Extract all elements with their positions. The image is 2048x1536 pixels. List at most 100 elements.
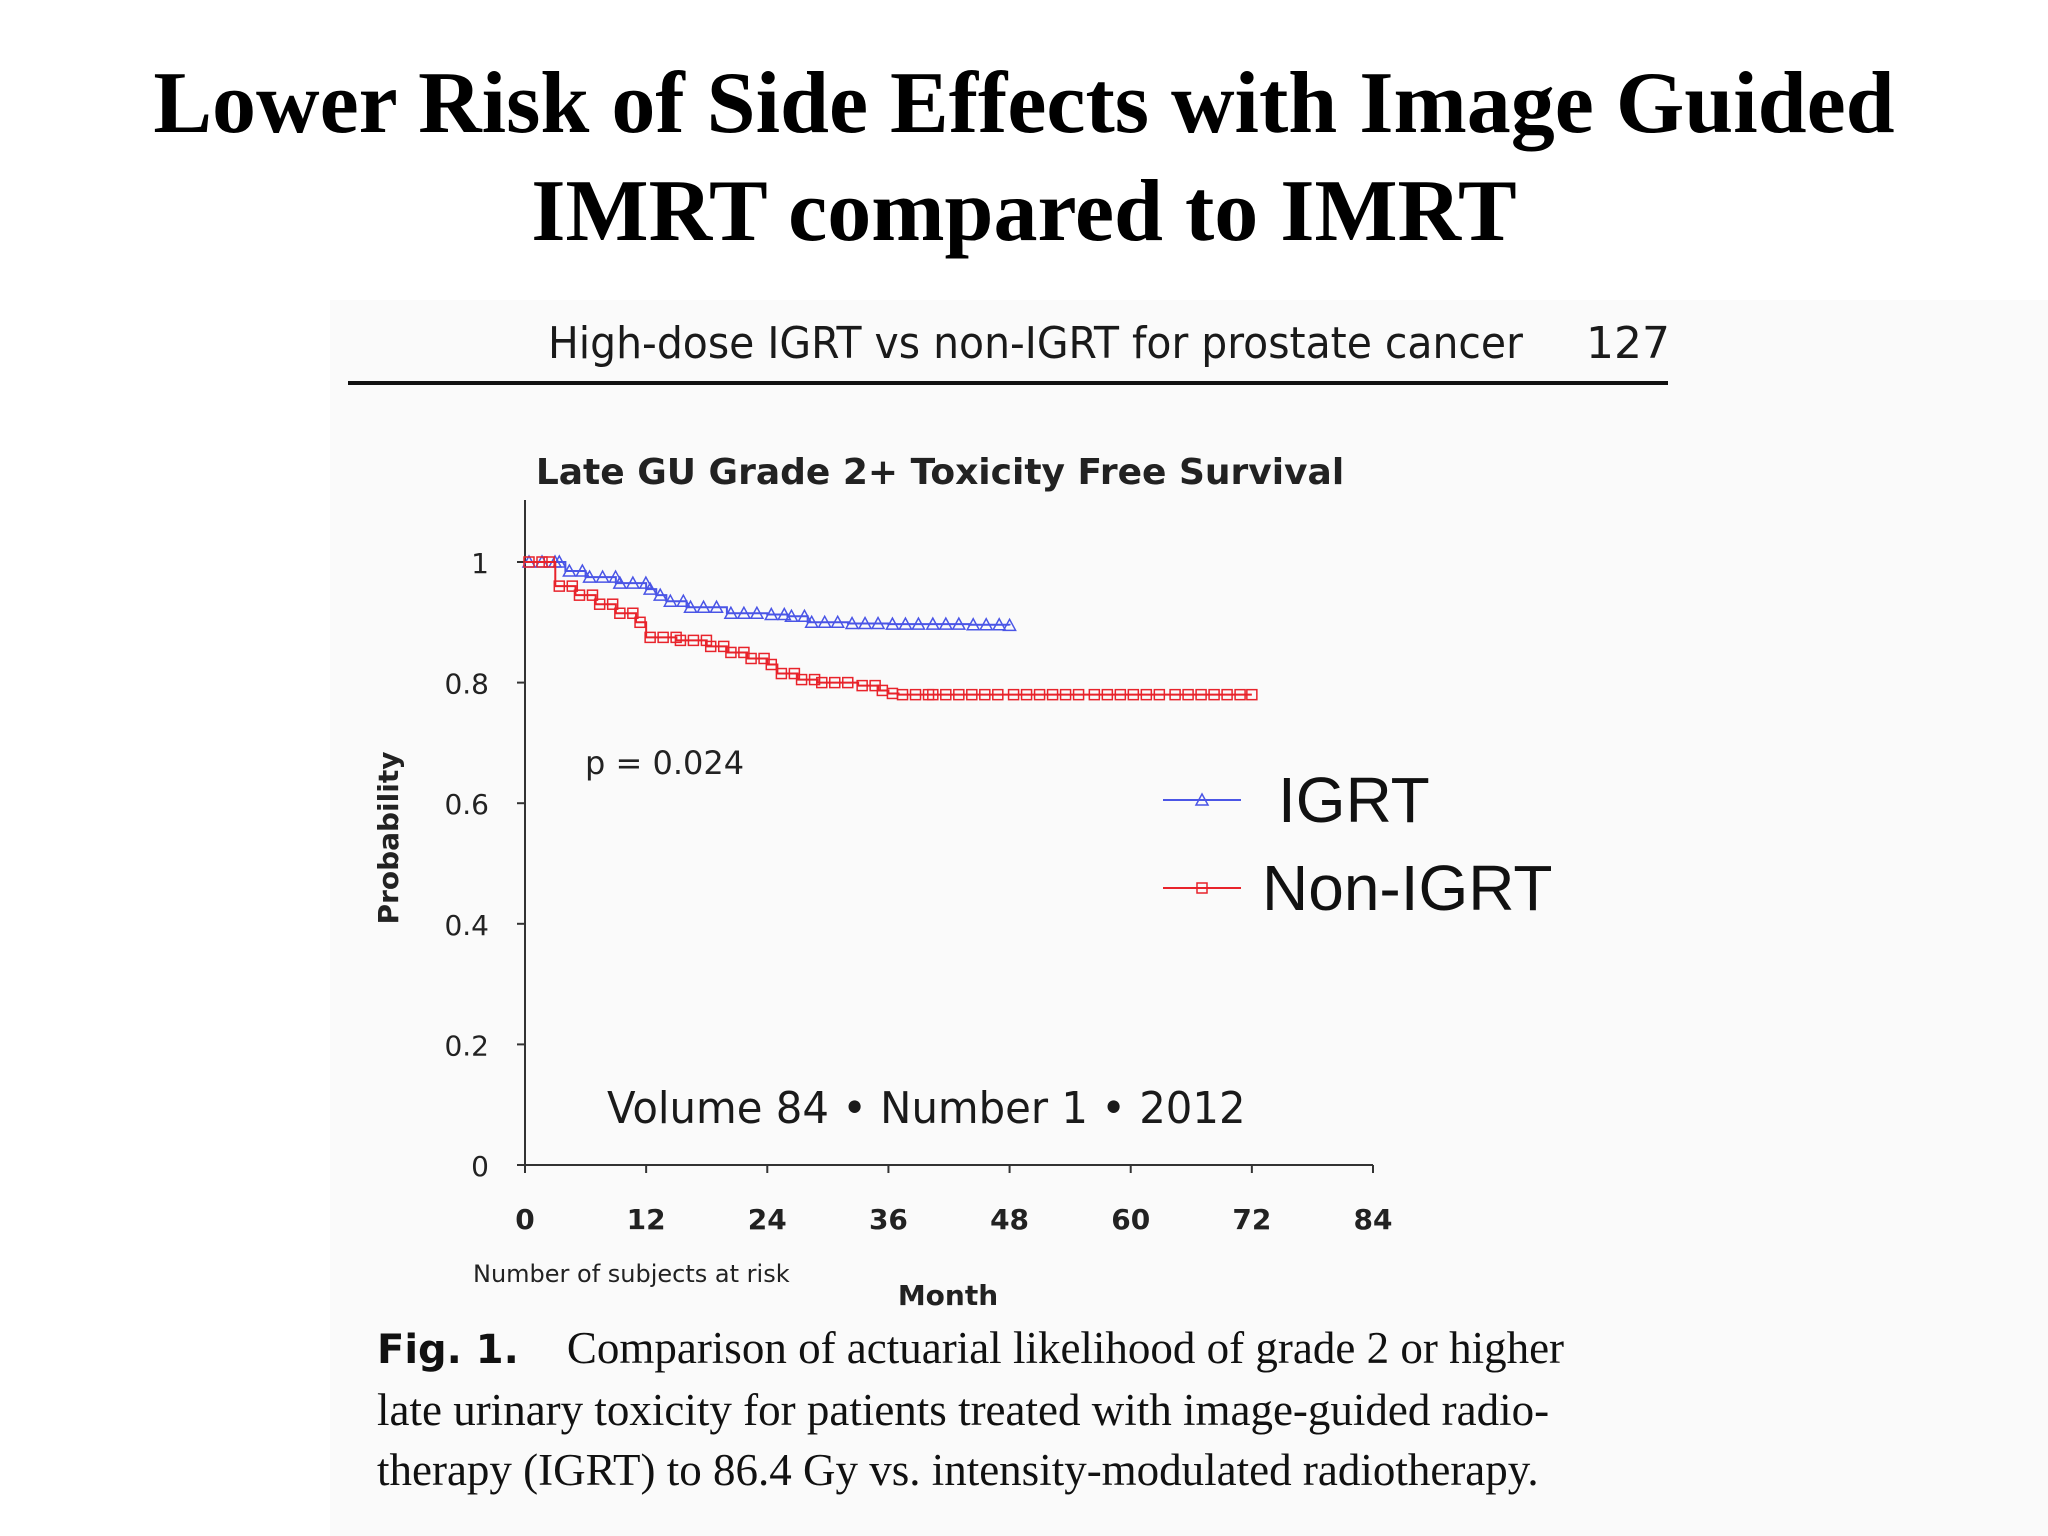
y-tick-label: 1 <box>471 547 489 580</box>
non-igrt-censor-mark <box>1020 688 1033 701</box>
non-igrt-censor-mark <box>775 667 788 680</box>
x-tick-label: 72 <box>1232 1203 1271 1236</box>
igrt-censor-mark <box>696 599 711 613</box>
caption-line-1: Comparison of actuarial likelihood of gr… <box>566 1323 1565 1373</box>
y-tick-label: 0.2 <box>444 1029 489 1062</box>
non-igrt-censor-mark <box>856 679 868 692</box>
x-tick-label: 24 <box>748 1203 787 1236</box>
igrt-censor-mark <box>857 615 873 630</box>
non-igrt-censor-mark <box>966 688 978 701</box>
igrt-censor-mark <box>870 615 886 630</box>
caption-line-3: therapy (IGRT) to 86.4 Gy vs. intensity-… <box>377 1445 1539 1495</box>
igrt-censor-mark <box>978 617 994 631</box>
igrt-censor-mark <box>797 608 812 623</box>
non-igrt-censor-mark <box>1169 688 1181 701</box>
igrt-censor-mark <box>582 569 597 583</box>
figure-caption: Fig. 1. Comparison of actuarial likelihoo… <box>377 1318 1707 1500</box>
slide-title-line-2: IMRT compared to IMRT <box>531 163 1517 260</box>
non-igrt-censor-mark <box>536 556 548 568</box>
non-igrt-censor-mark <box>1140 688 1153 701</box>
igrt-censor-mark <box>683 599 698 613</box>
igrt-censor-mark <box>676 593 691 607</box>
non-igrt-censor-mark <box>940 688 952 701</box>
y-tick-label: 0.6 <box>444 788 489 821</box>
igrt-censor-mark <box>965 617 981 631</box>
igrt-censor-mark <box>562 563 577 577</box>
header-rule <box>348 381 1668 385</box>
non-igrt-censor-mark <box>674 634 687 647</box>
non-igrt-censor-mark <box>725 646 737 659</box>
non-igrt-censor-mark <box>816 676 828 689</box>
non-igrt-censor-mark <box>687 634 700 647</box>
non-igrt-survival-line <box>525 561 1252 696</box>
igrt-censor-mark <box>830 614 845 629</box>
legend-marker-igrt <box>1194 792 1210 806</box>
igrt-censor-mark <box>804 614 819 629</box>
igrt-censor-mark <box>817 614 832 629</box>
igrt-censor-mark <box>898 616 913 630</box>
igrt-censor-mark <box>764 606 779 621</box>
non-igrt-censor-mark <box>1059 688 1072 701</box>
non-igrt-censor-mark <box>1208 688 1220 701</box>
non-igrt-censor-mark <box>1114 688 1127 701</box>
y-tick-label: 0 <box>471 1150 489 1183</box>
caption-figure-label: Fig. 1. <box>377 1327 519 1373</box>
non-igrt-censor-mark <box>927 688 939 701</box>
igrt-censor-mark <box>638 575 654 589</box>
igrt-censor-mark <box>642 581 658 595</box>
x-tick-label: 60 <box>1111 1203 1150 1236</box>
non-igrt-censor-mark <box>644 631 656 644</box>
non-igrt-censor-mark <box>1246 688 1258 701</box>
non-igrt-censor-mark <box>1072 688 1085 701</box>
igrt-censor-mark <box>1002 617 1017 632</box>
non-igrt-censor-mark <box>745 652 757 665</box>
y-tick-label: 0.4 <box>444 909 489 942</box>
non-igrt-censor-mark <box>614 607 626 620</box>
igrt-censor-mark <box>911 616 926 630</box>
igrt-censor-mark <box>784 608 799 623</box>
non-igrt-censor-mark <box>979 688 991 701</box>
survival-chart: Late GU Grade 2+ Toxicity Free Survival 0… <box>372 452 1552 1312</box>
igrt-censor-mark <box>595 569 610 583</box>
legend-label-igrt: IGRT <box>1278 764 1430 836</box>
igrt-censor-mark <box>925 616 941 630</box>
non-igrt-censor-mark <box>738 646 750 659</box>
non-igrt-censor-mark <box>953 688 965 701</box>
non-igrt-censor-mark <box>573 589 586 601</box>
journal-volume-footer: Volume 84 • Number 1 • 2012 <box>607 1083 1246 1134</box>
igrt-censor-mark <box>723 605 739 620</box>
slide-title: Lower Risk of Side Effects with Image Gu… <box>0 50 2048 266</box>
non-igrt-censor-mark <box>1221 688 1233 701</box>
figure-panel <box>330 300 2048 1536</box>
p-value-annotation: p = 0.024 <box>585 744 744 782</box>
non-igrt-censor-mark <box>765 658 778 671</box>
non-igrt-censor-mark <box>523 556 535 568</box>
igrt-censor-mark <box>608 569 623 583</box>
non-igrt-censor-mark <box>553 580 566 592</box>
non-igrt-censor-mark <box>1127 688 1140 701</box>
igrt-censor-mark <box>951 616 967 630</box>
non-igrt-censor-mark <box>586 589 599 601</box>
non-igrt-censor-mark <box>795 673 808 686</box>
non-igrt-censor-mark <box>788 667 801 680</box>
running-head: High-dose IGRT vs non-IGRT for prostate … <box>548 318 1523 369</box>
legend-marker-non-igrt <box>1196 882 1208 894</box>
x-tick-label: 84 <box>1354 1203 1393 1236</box>
x-tick-label: 36 <box>869 1203 908 1236</box>
non-igrt-censor-mark <box>634 616 646 629</box>
non-igrt-censor-mark <box>704 640 717 653</box>
igrt-censor-mark <box>991 617 1007 631</box>
non-igrt-censor-mark <box>543 556 555 568</box>
igrt-censor-mark <box>652 587 668 601</box>
igrt-censor-mark <box>625 575 641 589</box>
non-igrt-censor-mark <box>606 598 619 610</box>
slide-title-line-1: Lower Risk of Side Effects with Image Gu… <box>153 55 1895 152</box>
non-igrt-censor-mark <box>1182 688 1194 701</box>
non-igrt-censor-mark <box>1195 688 1207 701</box>
non-igrt-censor-mark <box>808 673 821 686</box>
page-number: 127 <box>1586 318 1670 369</box>
x-tick-label: 12 <box>627 1203 666 1236</box>
non-igrt-censor-mark <box>909 688 922 701</box>
non-igrt-censor-mark <box>1153 688 1166 701</box>
non-igrt-censor-mark <box>627 607 639 620</box>
